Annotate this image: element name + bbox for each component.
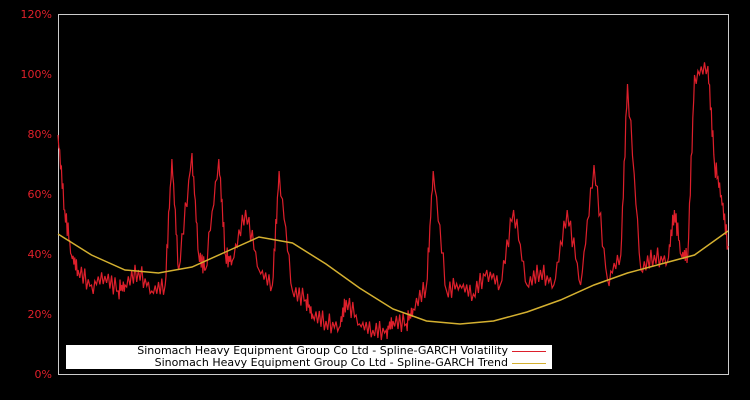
y-tick-80: 80% xyxy=(27,128,52,141)
volatility-line xyxy=(57,62,729,341)
legend-label-volatility: Sinomach Heavy Equipment Group Co Ltd - … xyxy=(137,344,508,357)
y-tick-20: 20% xyxy=(27,308,52,321)
plot-frame xyxy=(58,14,729,375)
trend-line xyxy=(57,230,729,325)
chart-legend: Sinomach Heavy Equipment Group Co Ltd - … xyxy=(66,345,552,369)
y-tick-40: 40% xyxy=(27,248,52,261)
legend-swatch-trend xyxy=(512,363,546,364)
legend-swatch-volatility xyxy=(512,351,546,352)
y-tick-0: 0% xyxy=(34,368,52,381)
y-tick-60: 60% xyxy=(27,188,52,201)
y-tick-100: 100% xyxy=(20,68,52,81)
legend-label-trend: Sinomach Heavy Equipment Group Co Ltd - … xyxy=(154,356,508,369)
y-tick-120: 120% xyxy=(20,8,52,21)
